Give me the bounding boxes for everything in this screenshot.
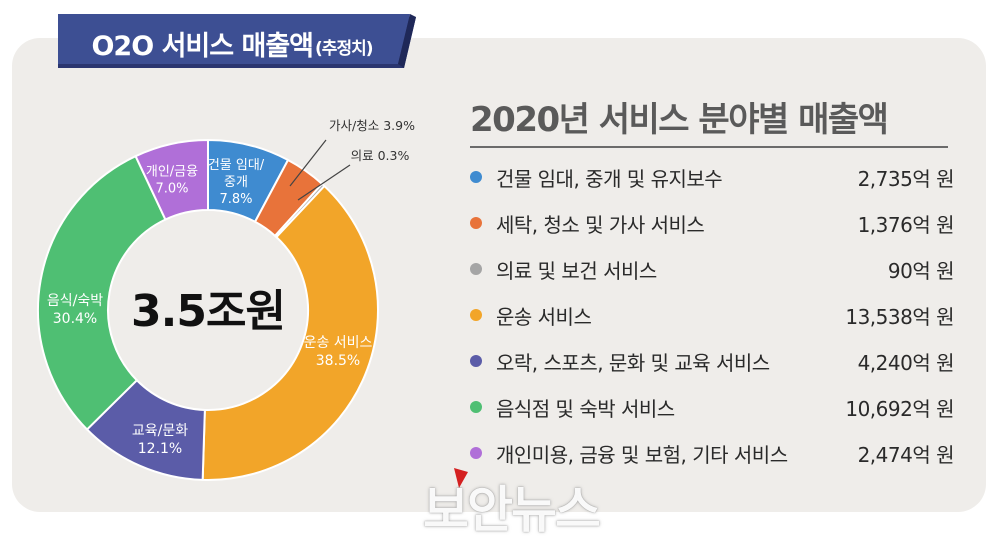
legend-value: 90억 원	[887, 258, 955, 283]
legend-item: 오락, 스포츠, 문화 및 교육 서비스 4,240억 원	[468, 338, 955, 384]
legend-label: 오락, 스포츠, 문화 및 교육 서비스	[496, 350, 770, 375]
center-total-label: 3.5조원	[131, 286, 285, 337]
watermark-mark-icon	[454, 468, 468, 488]
legend-item: 개인미용, 금융 및 보험, 기타 서비스 2,474억 원	[468, 430, 955, 476]
slice-label-3: 의료 0.3%	[351, 148, 410, 163]
legend-item: 건물 임대, 중개 및 유지보수 2,735억 원	[468, 154, 955, 200]
slice-label-7: 개인/금융 7.0%	[146, 165, 198, 197]
legend-value: 1,376억 원	[857, 212, 955, 237]
legend-dot-icon	[470, 447, 482, 459]
watermark: 보안뉴스	[423, 481, 601, 539]
legend-item: 운송 서비스 13,538억 원	[468, 292, 954, 338]
slice-label-5: 교육/문화 12.1%	[132, 423, 188, 457]
slice-label-6: 음식/숙박 30.4%	[47, 293, 103, 327]
legend-dot-icon	[470, 309, 482, 321]
banner: O2O 서비스 매출액 (추정치)	[58, 14, 422, 72]
title-underline	[470, 146, 948, 148]
leader-line-2	[289, 139, 327, 187]
slice-label-2: 가사/청소 3.9%	[329, 118, 415, 133]
slice-7	[134, 138, 209, 221]
leader-line-3	[297, 164, 351, 201]
banner-shape	[58, 14, 416, 68]
legend-value: 4,240억 원	[857, 350, 955, 375]
legend-label: 건물 임대, 중개 및 유지보수	[496, 166, 723, 191]
legend-dot-icon	[470, 355, 482, 367]
legend-value: 10,692억 원	[845, 396, 954, 421]
legend-label: 세탁, 청소 및 가사 서비스	[496, 212, 705, 237]
legend-label: 음식점 및 숙박 서비스	[496, 396, 675, 421]
slice-6	[37, 154, 167, 431]
chart-title: 2020년 서비스 분야별 매출액	[470, 100, 889, 140]
banner-title-sub: (추정치)	[315, 38, 373, 59]
legend-dot-icon	[470, 263, 482, 275]
legend-item: 세탁, 청소 및 가사 서비스 1,376억 원	[468, 200, 955, 246]
slice-4	[201, 184, 379, 481]
banner-title: O2O 서비스 매출액 (추정치)	[58, 14, 422, 72]
legend-label: 운송 서비스	[496, 304, 592, 329]
legend-value: 2,735억 원	[857, 166, 955, 191]
legend-label: 의료 및 보건 서비스	[496, 258, 657, 283]
legend-value: 2,474억 원	[857, 442, 955, 467]
legend-item: 의료 및 보건 서비스 90억 원	[468, 246, 955, 292]
legend-dot-icon	[470, 401, 482, 413]
legend-dot-icon	[470, 171, 482, 183]
legend-item: 음식점 및 숙박 서비스 10,692억 원	[468, 384, 954, 430]
slice-label-1: 건물 임대/중개 7.8%	[208, 158, 265, 207]
banner-title-main: O2O 서비스 매출액	[91, 30, 314, 62]
legend-dot-icon	[470, 217, 482, 229]
donut-chart: 3.5조원 건물 임대/중개 7.8% 가사/청소 3.9% 의료 0.3% 운송 서비스…	[37, 118, 415, 481]
legend-value: 13,538억 원	[845, 304, 954, 329]
legend-label: 개인미용, 금융 및 보험, 기타 서비스	[496, 442, 788, 467]
slice-label-4: 운송 서비스 38.5%	[304, 335, 373, 369]
